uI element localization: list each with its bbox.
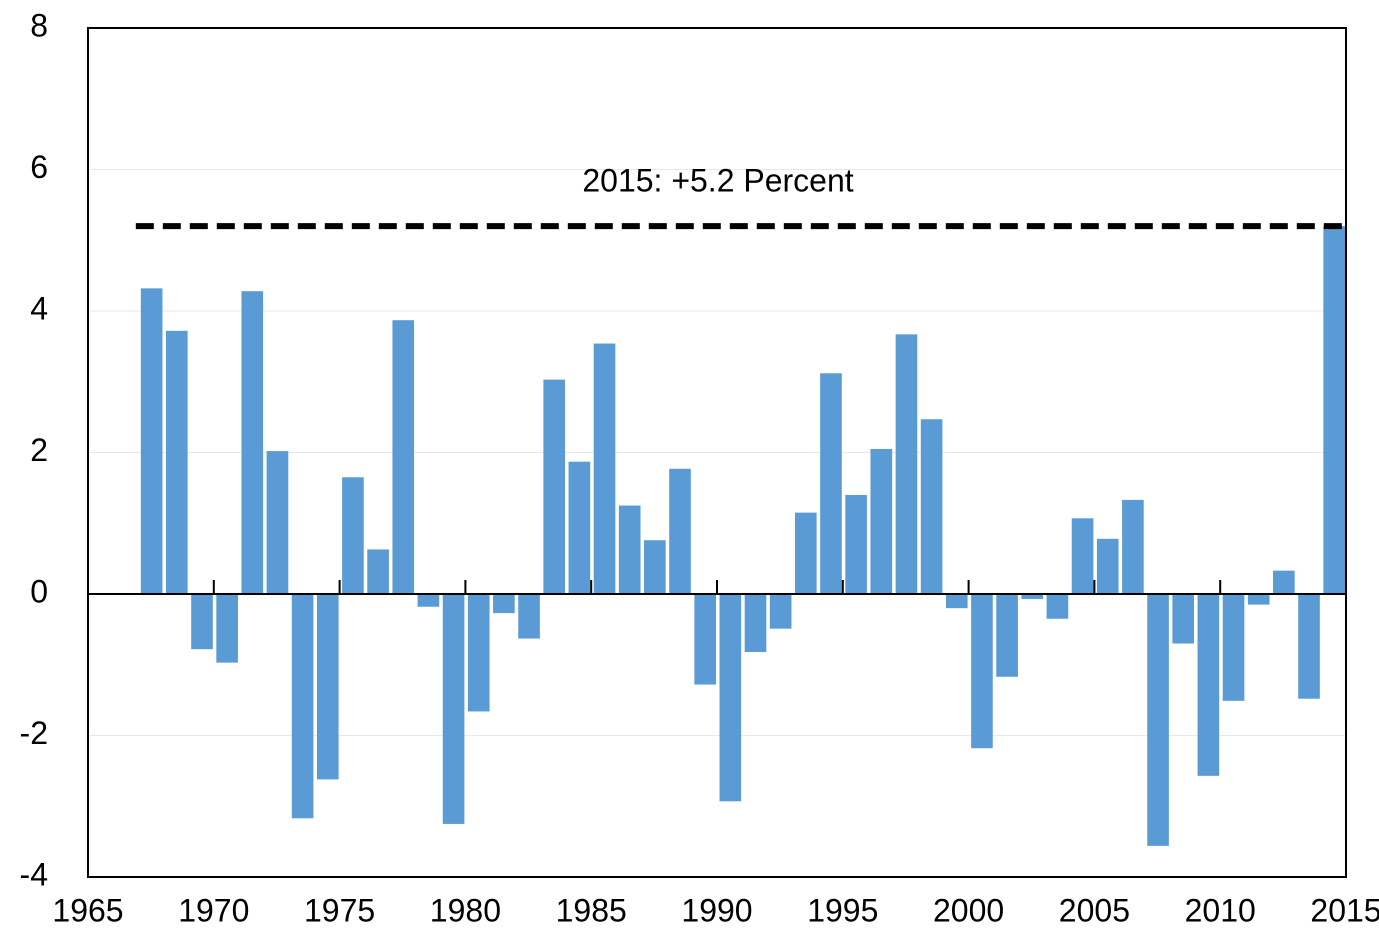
- bar: [820, 373, 842, 594]
- bar: [1071, 518, 1094, 594]
- x-tick-label: 1965: [52, 892, 123, 928]
- x-tick-label: 1970: [178, 892, 249, 928]
- bar: [1172, 594, 1195, 644]
- bar: [291, 594, 314, 819]
- bar: [140, 288, 163, 594]
- bar: [493, 594, 515, 614]
- bar: [769, 594, 792, 629]
- bar: [518, 594, 540, 639]
- bar: [920, 419, 943, 594]
- x-tick-label: 1975: [304, 892, 375, 928]
- x-tick-label: 2000: [933, 892, 1004, 928]
- bar: [367, 549, 389, 594]
- bar: [392, 320, 415, 594]
- bar: [1298, 594, 1320, 699]
- x-tick-label: 2005: [1059, 892, 1130, 928]
- bar: [1197, 594, 1220, 776]
- bar: [241, 291, 264, 594]
- bar: [644, 540, 666, 594]
- bar: [1046, 594, 1069, 619]
- bar: [342, 477, 364, 594]
- bar: [1147, 594, 1169, 846]
- bar: [1323, 226, 1345, 594]
- bar: [845, 494, 867, 594]
- bar: [744, 594, 767, 653]
- x-tick-label: 2015: [1310, 892, 1379, 928]
- x-tick-label: 1990: [681, 892, 752, 928]
- bar: [543, 379, 566, 594]
- bar: [191, 594, 213, 650]
- bar: [1247, 594, 1270, 605]
- annotation: 2015: +5.2 Percent: [582, 163, 853, 199]
- bar: [669, 468, 691, 594]
- y-tick-label: 4: [30, 290, 48, 326]
- bar: [996, 594, 1018, 677]
- y-tick-label: -2: [20, 715, 48, 751]
- bar: [568, 461, 591, 594]
- y-tick-label: 0: [30, 573, 48, 609]
- x-tick-label: 1980: [430, 892, 501, 928]
- y-tick-label: -4: [20, 856, 48, 892]
- bar: [165, 330, 188, 594]
- bar: [417, 594, 440, 607]
- bar: [316, 594, 339, 780]
- y-tick-label: 8: [30, 7, 48, 43]
- plot-frame: [87, 27, 1347, 878]
- bar: [1273, 570, 1295, 594]
- bar: [895, 334, 918, 594]
- bar: [945, 594, 968, 609]
- y-tick-label: 2: [30, 432, 48, 468]
- bar: [694, 594, 716, 685]
- bar: [794, 512, 817, 594]
- bar: [1096, 538, 1119, 594]
- x-tick-label: 2010: [1185, 892, 1256, 928]
- bar: [1122, 499, 1144, 594]
- bar: [618, 505, 641, 594]
- bar: [1222, 594, 1245, 701]
- x-tick-label: 1985: [556, 892, 627, 928]
- y-tick-label: 6: [30, 149, 48, 185]
- bar: [216, 594, 238, 663]
- bar: [870, 448, 893, 594]
- bar: [467, 594, 490, 712]
- x-tick-label: 1995: [807, 892, 878, 928]
- bar: [971, 594, 993, 749]
- bar: [1021, 594, 1044, 599]
- bar: [442, 594, 465, 824]
- bar: [593, 343, 616, 594]
- bar: [719, 594, 742, 802]
- bar: [266, 451, 289, 594]
